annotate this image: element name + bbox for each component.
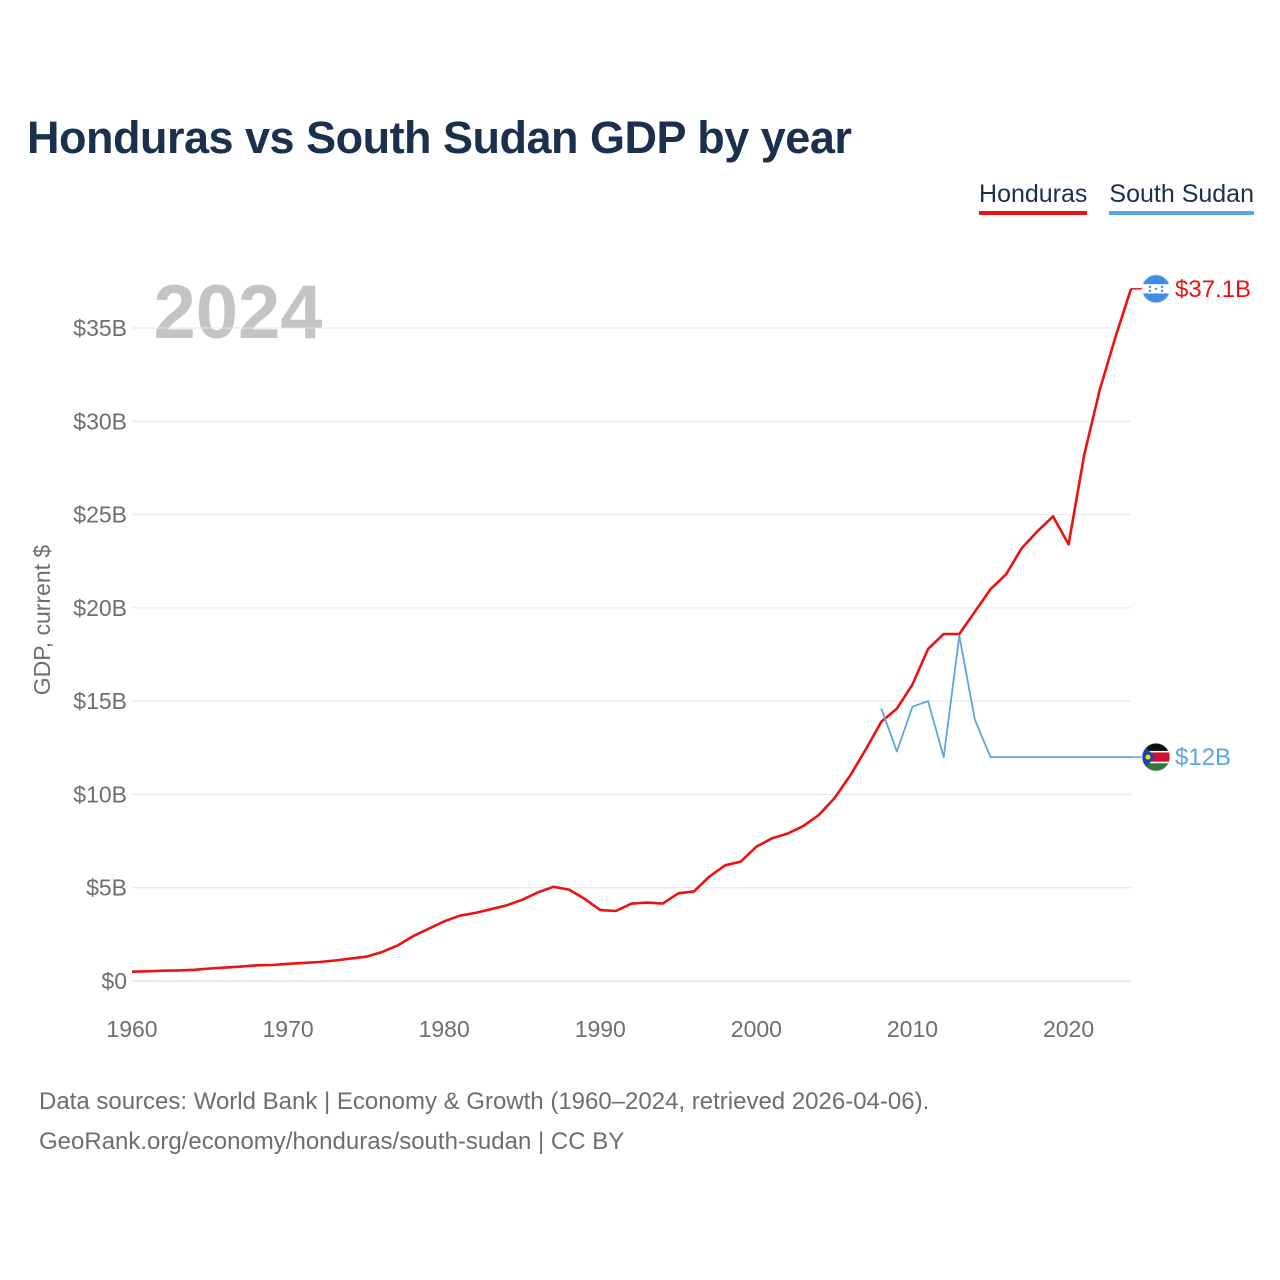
honduras-flag-icon	[1141, 274, 1171, 304]
y-tick-label: $20B	[73, 595, 127, 621]
legend: Honduras South Sudan	[979, 180, 1254, 215]
x-tick-label: 1960	[106, 1016, 157, 1042]
year-watermark: 2024	[153, 270, 322, 355]
south-sudan-line	[880, 634, 1131, 758]
y-tick-label: $25B	[73, 502, 127, 528]
x-tick-label: 1970	[263, 1016, 314, 1042]
x-tick-label: 2010	[887, 1016, 938, 1042]
end-value-label: $37.1B	[1175, 276, 1251, 303]
chart-title: Honduras vs South Sudan GDP by year	[27, 112, 852, 163]
honduras-line	[131, 288, 1133, 973]
y-tick-label: $35B	[73, 315, 127, 341]
source-line-2[interactable]: GeoRank.org/economy/honduras/south-sudan…	[39, 1128, 625, 1155]
y-axis-label: GDP, current $	[29, 545, 55, 696]
x-tick-label: 2020	[1043, 1016, 1094, 1042]
end-value-label: $12B	[1175, 744, 1231, 771]
y-tick-label: $15B	[73, 688, 127, 714]
y-tick-label: $0	[101, 968, 127, 994]
x-tick-label: 2000	[731, 1016, 782, 1042]
x-tick-label: 1990	[575, 1016, 626, 1042]
x-tick-label: 1980	[419, 1016, 470, 1042]
legend-item-south-sudan[interactable]: South Sudan	[1109, 180, 1254, 215]
y-tick-label: $10B	[73, 781, 127, 807]
line-chart: 2024 GDP, current $ $0 $5B $10B $15B $20B $25…	[29, 270, 1251, 1042]
y-tick-label: $5B	[86, 875, 127, 901]
legend-item-honduras[interactable]: Honduras	[979, 180, 1088, 215]
y-tick-label: $30B	[73, 408, 127, 434]
south-sudan-flag-icon	[1141, 742, 1171, 772]
source-note: Data sources: World Bank | Economy & Gro…	[39, 1082, 929, 1162]
source-line-1: Data sources: World Bank | Economy & Gro…	[39, 1088, 930, 1115]
